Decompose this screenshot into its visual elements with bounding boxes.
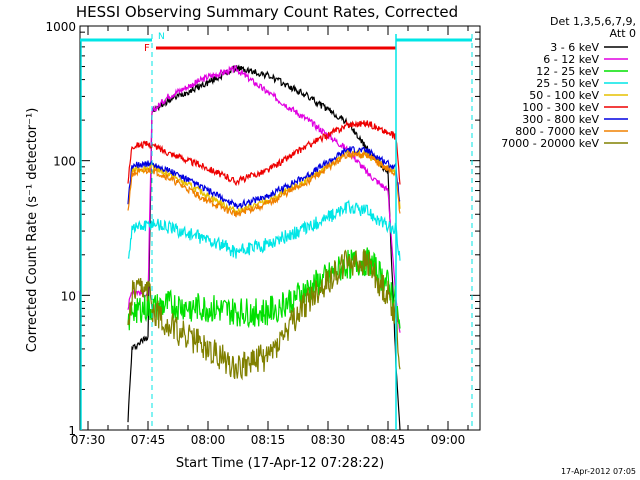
x-axis-label: Start Time (17-Apr-12 07:28:22) [176,456,384,471]
legend-label: 300 - 800 keV [522,113,599,126]
legend-label: 100 - 300 keV [522,101,599,114]
y-tick-label: 1 [68,424,76,438]
series-line-100-300-kev [127,119,401,187]
x-tick-label: 08:45 [371,433,406,447]
series-line-800-7000-kev [127,151,401,218]
plot-frame [79,25,481,431]
y-tick-label: 10 [61,289,76,303]
legend-label: 800 - 7000 keV [515,125,599,138]
x-tick-label: 09:00 [431,433,466,447]
chart-title: HESSI Observing Summary Count Rates, Cor… [76,3,458,21]
x-tick-label: 07:30 [71,433,106,447]
series-line-25-50-kev [127,199,401,261]
plot-area: 1 10 100 1000 07:30 07:45 08:00 08:15 08:30 08:45… [45,20,628,447]
legend-label: 12 - 25 keV [536,65,599,78]
legend-header-line-1: Det 1,3,5,6,7,9, [550,15,636,28]
y-axis-label: Corrected Count Rate (s⁻¹ detector⁻¹) [25,108,40,353]
x-tick-label: 08:00 [191,433,226,447]
timestamp: 17-Apr-2012 07:05 [561,467,636,476]
legend-label: 25 - 50 keV [536,77,599,90]
series-line-3-6-kev [127,64,401,431]
legend-label: 7000 - 20000 keV [501,137,599,150]
series-line-7000-20000-kev [127,249,401,381]
legend-label: 3 - 6 keV [550,41,599,54]
legend-label: 6 - 12 keV [543,53,599,66]
x-tick-label: 08:30 [311,433,346,447]
flare-flag-label: F [144,43,150,54]
legend-header-line-2: Att 0 [610,27,636,40]
y-tick-label: 100 [53,155,76,169]
x-tick-label: 08:15 [251,433,286,447]
x-tick-label: 07:45 [131,433,166,447]
legend-label: 50 - 100 keV [529,89,599,102]
y-tick-label: 1000 [45,20,76,34]
night-flag-label: N [158,32,165,42]
